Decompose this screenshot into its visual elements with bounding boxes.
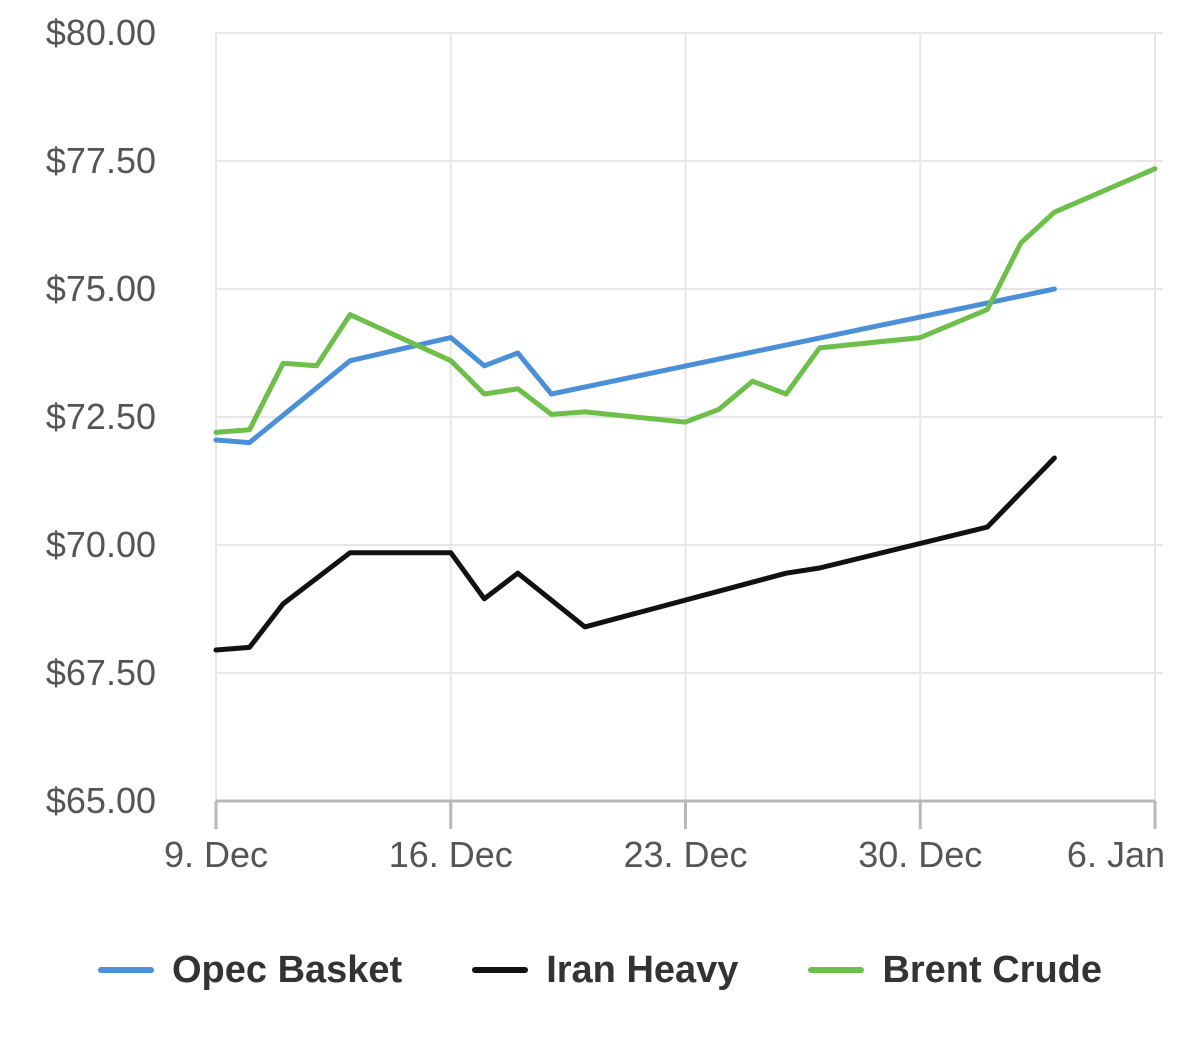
x-tick-label: 16. Dec [389,834,513,875]
legend-swatch-opec-basket [97,967,154,973]
line-chart: $80.00 $77.50 $75.00 $72.50 $70.00 $67.50 $65.… [46,12,1165,875]
x-tick-label: 9. Dec [164,834,268,875]
legend-swatch-brent-crude [808,967,865,973]
y-tick-label: $72.50 [46,396,156,437]
grid-lines [215,32,1163,801]
axes: $80.00 $77.50 $75.00 $72.50 $70.00 $67.50 $65.… [46,12,1165,875]
series-line-iran-heavy[interactable] [213,455,1057,653]
legend-item-opec-basket[interactable]: Opec Basket [97,948,403,992]
y-tick-label: $70.00 [46,524,156,565]
legend-label-opec-basket: Opec Basket [171,948,403,991]
series-line-opec-basket[interactable] [213,286,1057,446]
x-tick-label: 30. Dec [858,834,982,875]
legend-label-iran-heavy: Iran Heavy [546,948,739,991]
legend-item-brent-crude[interactable]: Brent Crude [808,949,1102,992]
y-tick-label: $65.00 [46,780,156,821]
legend-swatch-iran-heavy [472,967,529,973]
y-tick-label: $77.50 [46,140,156,181]
series-lines [213,166,1158,653]
x-tick-label: 23. Dec [623,834,747,875]
series-line-brent-crude[interactable] [213,166,1158,435]
legend-item-iran-heavy[interactable]: Iran Heavy [472,949,738,992]
y-tick-label: $67.50 [46,652,156,693]
legend-label-brent-crude: Brent Crude [882,948,1103,991]
y-tick-label: $80.00 [46,12,156,53]
x-tick-label: 6. Jan [1067,834,1165,875]
y-tick-label: $75.00 [46,268,156,309]
legend: Opec Basket Iran Heavy Brent Crude [0,935,1200,1005]
